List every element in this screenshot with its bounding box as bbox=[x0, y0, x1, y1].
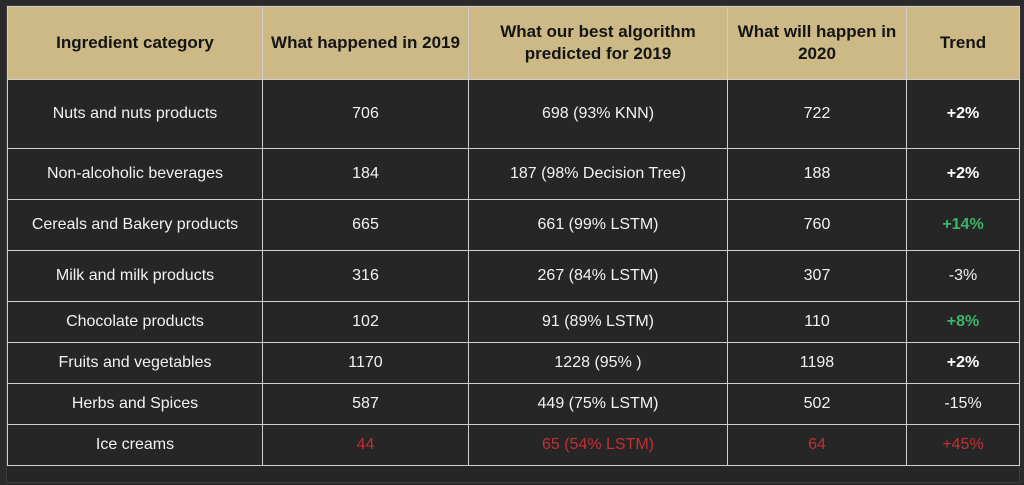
cell-happened-2019: 706 bbox=[262, 79, 469, 149]
cell-will-2020: 502 bbox=[727, 383, 907, 425]
cell-predicted-2019: 1228 (95% ) bbox=[468, 342, 728, 384]
table-row: Chocolate products 102 91 (89% LSTM) 110… bbox=[7, 301, 1020, 343]
cell-trend: +2% bbox=[906, 342, 1020, 384]
cell-trend: +14% bbox=[906, 199, 1020, 251]
cell-category: Herbs and Spices bbox=[7, 383, 263, 425]
cell-will-2020: 64 bbox=[727, 424, 907, 466]
header-will-happen-2020: What will happen in 2020 bbox=[727, 6, 907, 80]
cell-trend: +2% bbox=[906, 148, 1020, 200]
table-row: Fruits and vegetables 1170 1228 (95% ) 1… bbox=[7, 342, 1020, 384]
cell-happened-2019: 184 bbox=[262, 148, 469, 200]
table-row: Nuts and nuts products 706 698 (93% KNN)… bbox=[7, 79, 1020, 149]
forecast-table-frame: Ingredient category What happened in 201… bbox=[6, 5, 1020, 483]
cell-category: Nuts and nuts products bbox=[7, 79, 263, 149]
cell-category: Fruits and vegetables bbox=[7, 342, 263, 384]
cell-will-2020: 722 bbox=[727, 79, 907, 149]
cell-category: Milk and milk products bbox=[7, 250, 263, 302]
cell-trend: +45% bbox=[906, 424, 1020, 466]
header-predicted-2019: What our best algorithm predicted for 20… bbox=[468, 6, 728, 80]
cell-will-2020: 188 bbox=[727, 148, 907, 200]
cell-happened-2019: 665 bbox=[262, 199, 469, 251]
table-row: Non-alcoholic beverages 184 187 (98% Dec… bbox=[7, 148, 1020, 200]
table-row: Milk and milk products 316 267 (84% LSTM… bbox=[7, 250, 1020, 302]
cell-trend: -3% bbox=[906, 250, 1020, 302]
cell-category: Cereals and Bakery products bbox=[7, 199, 263, 251]
cell-happened-2019: 44 bbox=[262, 424, 469, 466]
cell-trend: +8% bbox=[906, 301, 1020, 343]
cell-category: Non-alcoholic beverages bbox=[7, 148, 263, 200]
cell-category: Chocolate products bbox=[7, 301, 263, 343]
cell-will-2020: 307 bbox=[727, 250, 907, 302]
cell-happened-2019: 102 bbox=[262, 301, 469, 343]
cell-will-2020: 1198 bbox=[727, 342, 907, 384]
cell-happened-2019: 587 bbox=[262, 383, 469, 425]
cell-trend: -15% bbox=[906, 383, 1020, 425]
header-trend: Trend bbox=[906, 6, 1020, 80]
table-header-row: Ingredient category What happened in 201… bbox=[7, 6, 1020, 80]
cell-predicted-2019: 698 (93% KNN) bbox=[468, 79, 728, 149]
cell-happened-2019: 316 bbox=[262, 250, 469, 302]
cell-category: Ice creams bbox=[7, 424, 263, 466]
cell-will-2020: 760 bbox=[727, 199, 907, 251]
cell-predicted-2019: 661 (99% LSTM) bbox=[468, 199, 728, 251]
cell-predicted-2019: 449 (75% LSTM) bbox=[468, 383, 728, 425]
header-happened-2019: What happened in 2019 bbox=[262, 6, 469, 80]
cell-trend: +2% bbox=[906, 79, 1020, 149]
cell-predicted-2019: 187 (98% Decision Tree) bbox=[468, 148, 728, 200]
cell-predicted-2019: 91 (89% LSTM) bbox=[468, 301, 728, 343]
table-row: Ice creams 44 65 (54% LSTM) 64 +45% bbox=[7, 424, 1020, 466]
forecast-table: Ingredient category What happened in 201… bbox=[7, 6, 1020, 466]
header-ingredient-category: Ingredient category bbox=[7, 6, 263, 80]
cell-predicted-2019: 267 (84% LSTM) bbox=[468, 250, 728, 302]
cell-predicted-2019: 65 (54% LSTM) bbox=[468, 424, 728, 466]
cell-happened-2019: 1170 bbox=[262, 342, 469, 384]
table-row: Herbs and Spices 587 449 (75% LSTM) 502 … bbox=[7, 383, 1020, 425]
cell-will-2020: 110 bbox=[727, 301, 907, 343]
table-row: Cereals and Bakery products 665 661 (99%… bbox=[7, 199, 1020, 251]
